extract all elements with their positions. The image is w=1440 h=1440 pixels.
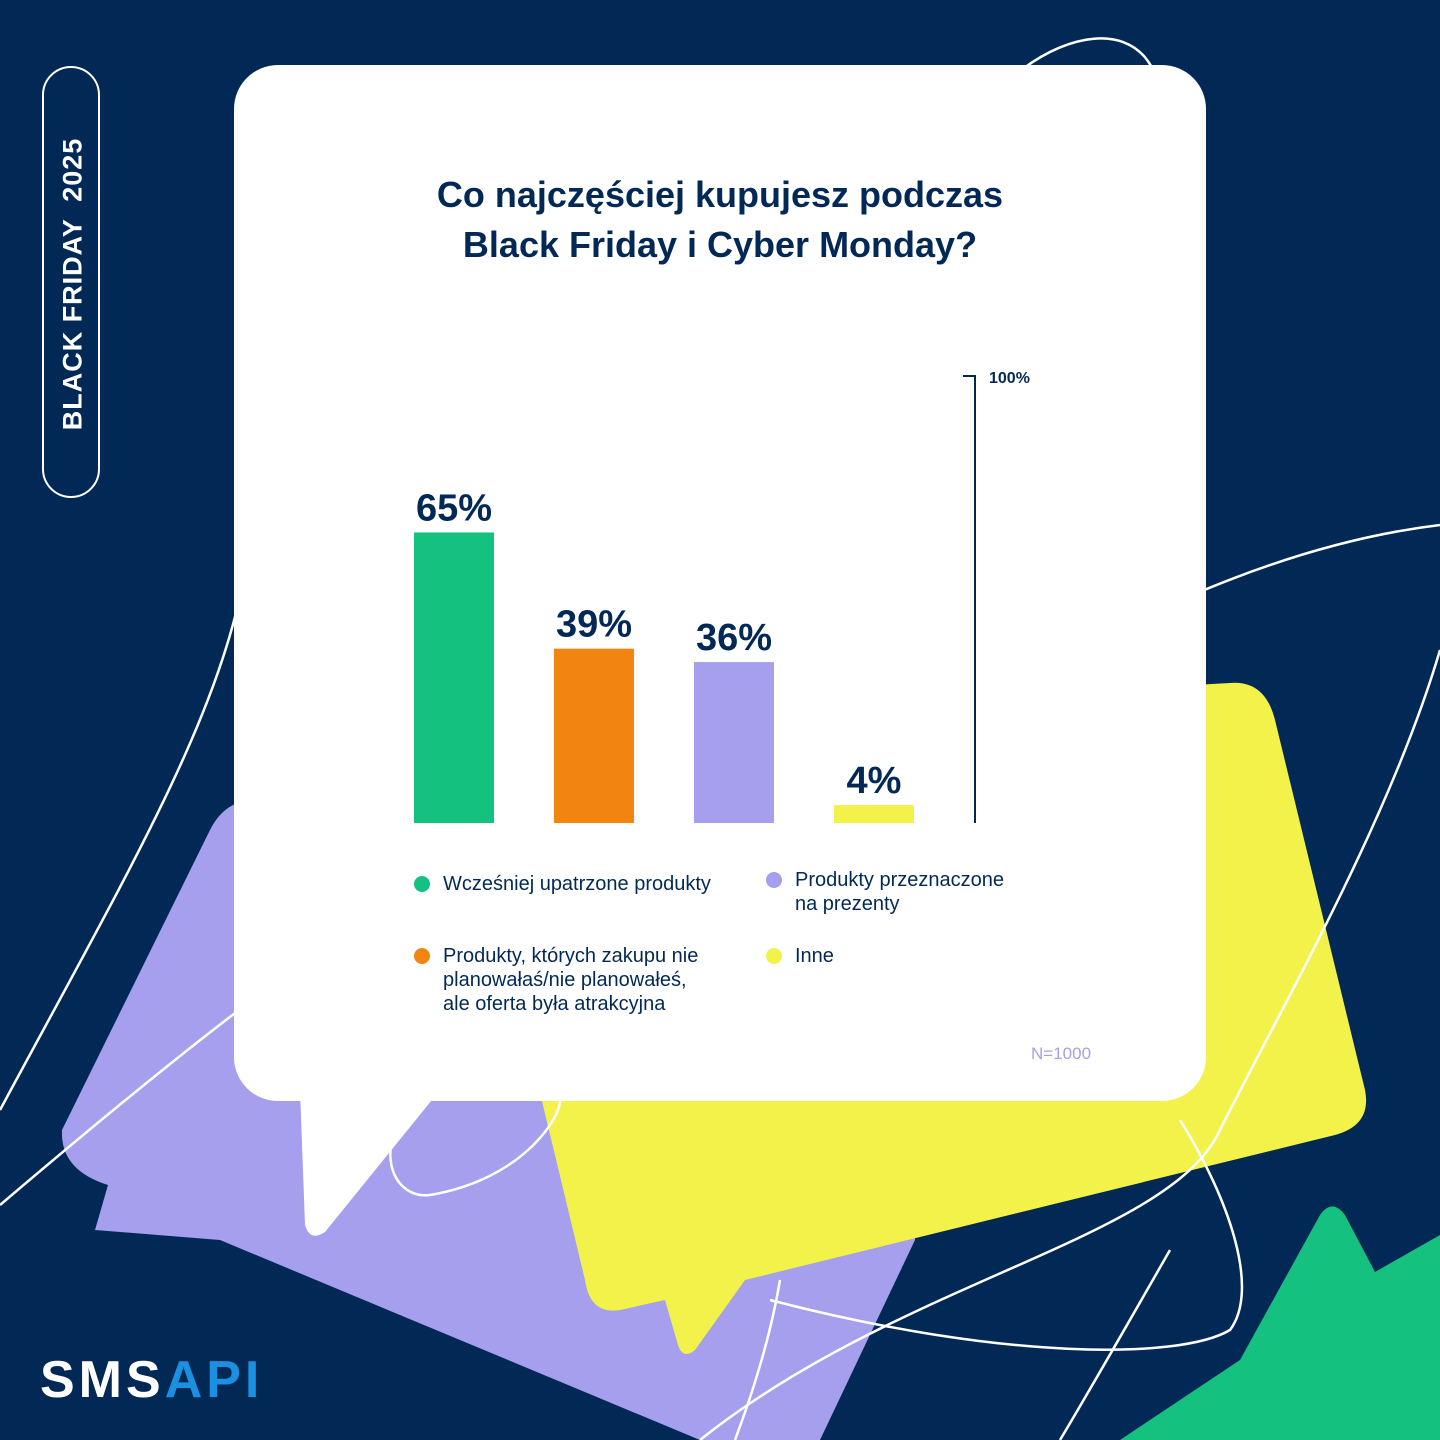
smsapi-logo: SMSAPI (40, 1350, 263, 1410)
bar-value-label-3: 36% (696, 617, 772, 659)
bar-value-label-4: 4% (847, 760, 902, 802)
bar-value-label-2: 39% (556, 604, 632, 646)
white-curve-6 (769, 1119, 1244, 1351)
white-curve-8 (733, 1279, 782, 1440)
white-curve-7 (1058, 1249, 1172, 1440)
bar-1 (414, 532, 494, 823)
legend-label-2: Produkty, których zakupu nie planowałaś/… (443, 945, 699, 1015)
legend-dot-2 (414, 948, 430, 964)
sample-size-note: N=1000 (1031, 1044, 1092, 1063)
title-line-2: Black Friday i Cyber Monday? (462, 224, 978, 265)
legend-dot-1 (414, 876, 430, 892)
logo-part-1: SMS (40, 1351, 165, 1409)
chart-title: Co najczęściej kupujesz podczas Black Fr… (0, 170, 1440, 270)
bar-2 (554, 648, 634, 823)
logo-part-2: API (164, 1351, 264, 1409)
bar-4 (834, 805, 914, 823)
side-label-pill (42, 66, 100, 498)
chart-card (234, 65, 1206, 1101)
legend-dot-3 (766, 872, 782, 888)
scale-label: 100% (989, 370, 1030, 387)
legend-label-1: Wcześniej upatrzone produkty (443, 873, 711, 895)
white-curve-4 (699, 649, 1440, 1440)
green-shape (1120, 1206, 1440, 1440)
legend-label-4: Inne (795, 945, 834, 967)
scale-bracket (963, 375, 976, 823)
legend-label-3: Produkty przeznaczone na prezenty (795, 869, 1005, 915)
legend-dot-4 (766, 948, 782, 964)
title-line-1: Co najczęściej kupujesz podczas (436, 174, 1004, 215)
bar-value-label-1: 65% (416, 487, 492, 529)
bar-3 (694, 662, 774, 823)
